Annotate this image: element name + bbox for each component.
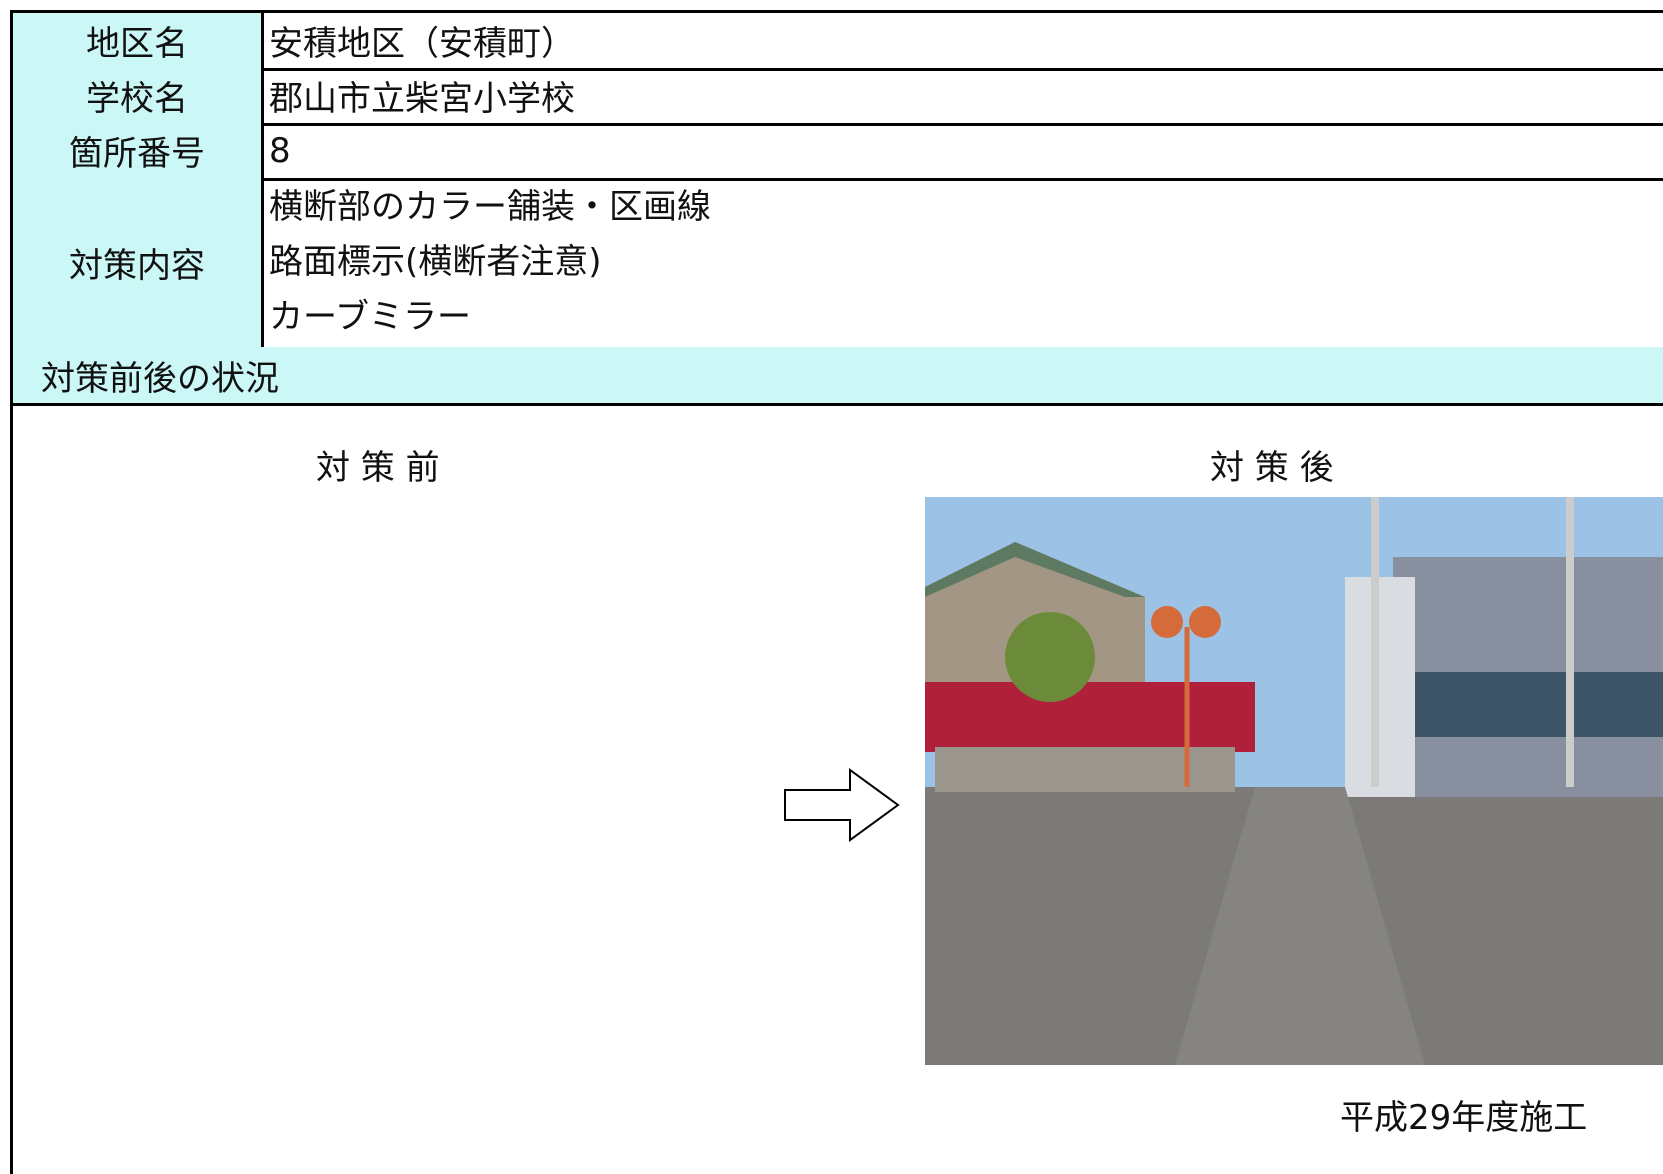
after-label: 対 策 後 [1210,448,1334,488]
label-cell: 学校名 [10,68,264,126]
label-cell: 箇所番号 [10,123,264,181]
value-cell: 郡山市立柴宮小学校 [261,68,1663,126]
before-label: 対 策 前 [316,448,440,488]
value-cell: 横断部のカラー舗装・区画線 路面標示(横断者注意) カーブミラー [261,178,1663,350]
section-title: 対策前後の状況 [10,347,1663,406]
measure-line: 横断部のカラー舗装・区画線 [269,187,711,227]
value-cell: 安積地区（安積町） [261,10,1663,71]
label-cell: 地区名 [10,10,264,71]
caption: 平成29年度施工 [1340,1098,1588,1138]
value-cell: 8 [261,123,1663,181]
label-cell: 対策内容 [10,178,264,350]
arrow [784,768,900,842]
after-photo [925,497,1663,1065]
section-body [10,403,1663,1174]
measure-line: カーブミラー [269,297,471,337]
measure-line: 路面標示(横断者注意) [269,242,602,282]
